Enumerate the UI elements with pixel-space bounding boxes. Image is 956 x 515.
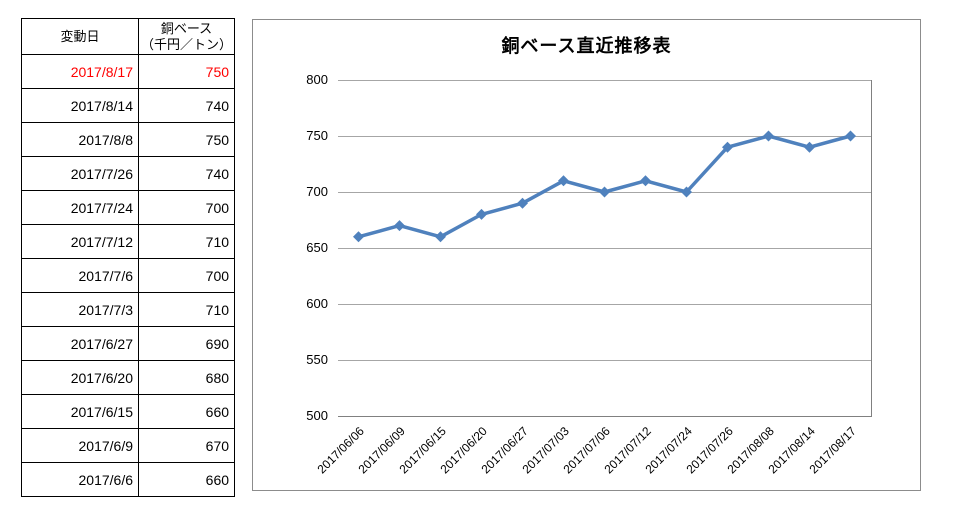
gridline [338,248,871,249]
data-point-marker [476,208,487,220]
data-point-marker [681,186,692,198]
table-row: 2017/8/17 750 [21,54,236,89]
date-cell: 2017/8/8 [21,122,139,157]
table-row: 2017/6/20 680 [21,360,236,395]
date-cell: 2017/6/27 [21,326,139,361]
table-row: 2017/8/14 740 [21,88,236,123]
table-row: 2017/7/24 700 [21,190,236,225]
table-row: 2017/7/3 710 [21,292,236,327]
value-cell: 680 [137,360,236,395]
y-axis-tick-label: 500 [306,408,328,423]
table-header-date: 変動日 [21,18,139,55]
table-header-price-line1: 銅ベース [160,20,213,36]
date-cell: 2017/7/24 [21,190,139,225]
gridline [338,136,871,137]
y-axis-tick-label: 650 [306,240,328,255]
table-row: 2017/7/12 710 [21,224,236,259]
table-row: 2017/7/6 700 [21,258,236,293]
table-row: 2017/6/9 670 [21,428,236,463]
x-axis-line [338,416,871,417]
table-header-price: 銅ベース （千円／トン） [137,18,236,55]
date-cell: 2017/8/17 [21,54,139,89]
value-cell: 670 [137,428,236,463]
gridline [338,80,871,81]
price-table: 変動日 銅ベース （千円／トン） 2017/8/17 750 2017/8/14 74… [21,18,236,497]
data-point-marker [599,186,610,198]
price-table-body: 2017/8/17 750 2017/8/14 740 2017/8/8 750 2017/… [21,54,236,497]
data-point-marker [763,130,774,142]
data-point-marker [394,220,405,232]
data-point-marker [517,197,528,209]
date-cell: 2017/6/15 [21,394,139,429]
plot-area [338,80,872,417]
date-cell: 2017/7/6 [21,258,139,293]
y-axis-tick-label: 600 [306,296,328,311]
table-row: 2017/6/27 690 [21,326,236,361]
data-point-marker [722,141,733,153]
value-cell: 660 [137,394,236,429]
value-cell: 710 [137,292,236,327]
table-row: 2017/6/15 660 [21,394,236,429]
table-header-price-line2: （千円／トン） [141,36,233,52]
data-point-marker [353,231,364,243]
gridline [338,304,871,305]
plot-right-border [871,80,872,417]
y-axis-tick-label: 550 [306,352,328,367]
y-axis-tick-label: 750 [306,128,328,143]
data-point-marker [845,130,856,142]
date-cell: 2017/7/12 [21,224,139,259]
value-cell: 750 [137,122,236,157]
date-cell: 2017/6/20 [21,360,139,395]
chart-title: 銅ベース直近推移表 [501,36,672,56]
data-point-marker [640,175,651,187]
value-cell: 750 [137,54,236,89]
table-row: 2017/7/26 740 [21,156,236,191]
data-point-marker [804,141,815,153]
value-cell: 700 [137,190,236,225]
line-series [353,130,856,243]
table-row: 2017/6/6 660 [21,462,236,497]
value-cell: 740 [137,88,236,123]
value-cell: 740 [137,156,236,191]
y-axis-tick-label: 800 [306,72,328,87]
data-point-marker [558,175,569,187]
value-cell: 660 [137,462,236,497]
date-cell: 2017/6/6 [21,462,139,497]
date-cell: 2017/7/26 [21,156,139,191]
table-row: 2017/8/8 750 [21,122,236,157]
value-cell: 710 [137,224,236,259]
data-point-marker [435,231,446,243]
gridline [338,360,871,361]
series-line [356,134,853,239]
table-header-date-label: 変動日 [60,28,100,44]
y-axis-tick-label: 700 [306,184,328,199]
chart: 銅ベース直近推移表 800 750 700 650 600 550 500 2017/06/… [252,19,921,491]
date-cell: 2017/7/3 [21,292,139,327]
value-cell: 700 [137,258,236,293]
table-header-row: 変動日 銅ベース （千円／トン） [21,18,236,55]
value-cell: 690 [137,326,236,361]
date-cell: 2017/6/9 [21,428,139,463]
date-cell: 2017/8/14 [21,88,139,123]
